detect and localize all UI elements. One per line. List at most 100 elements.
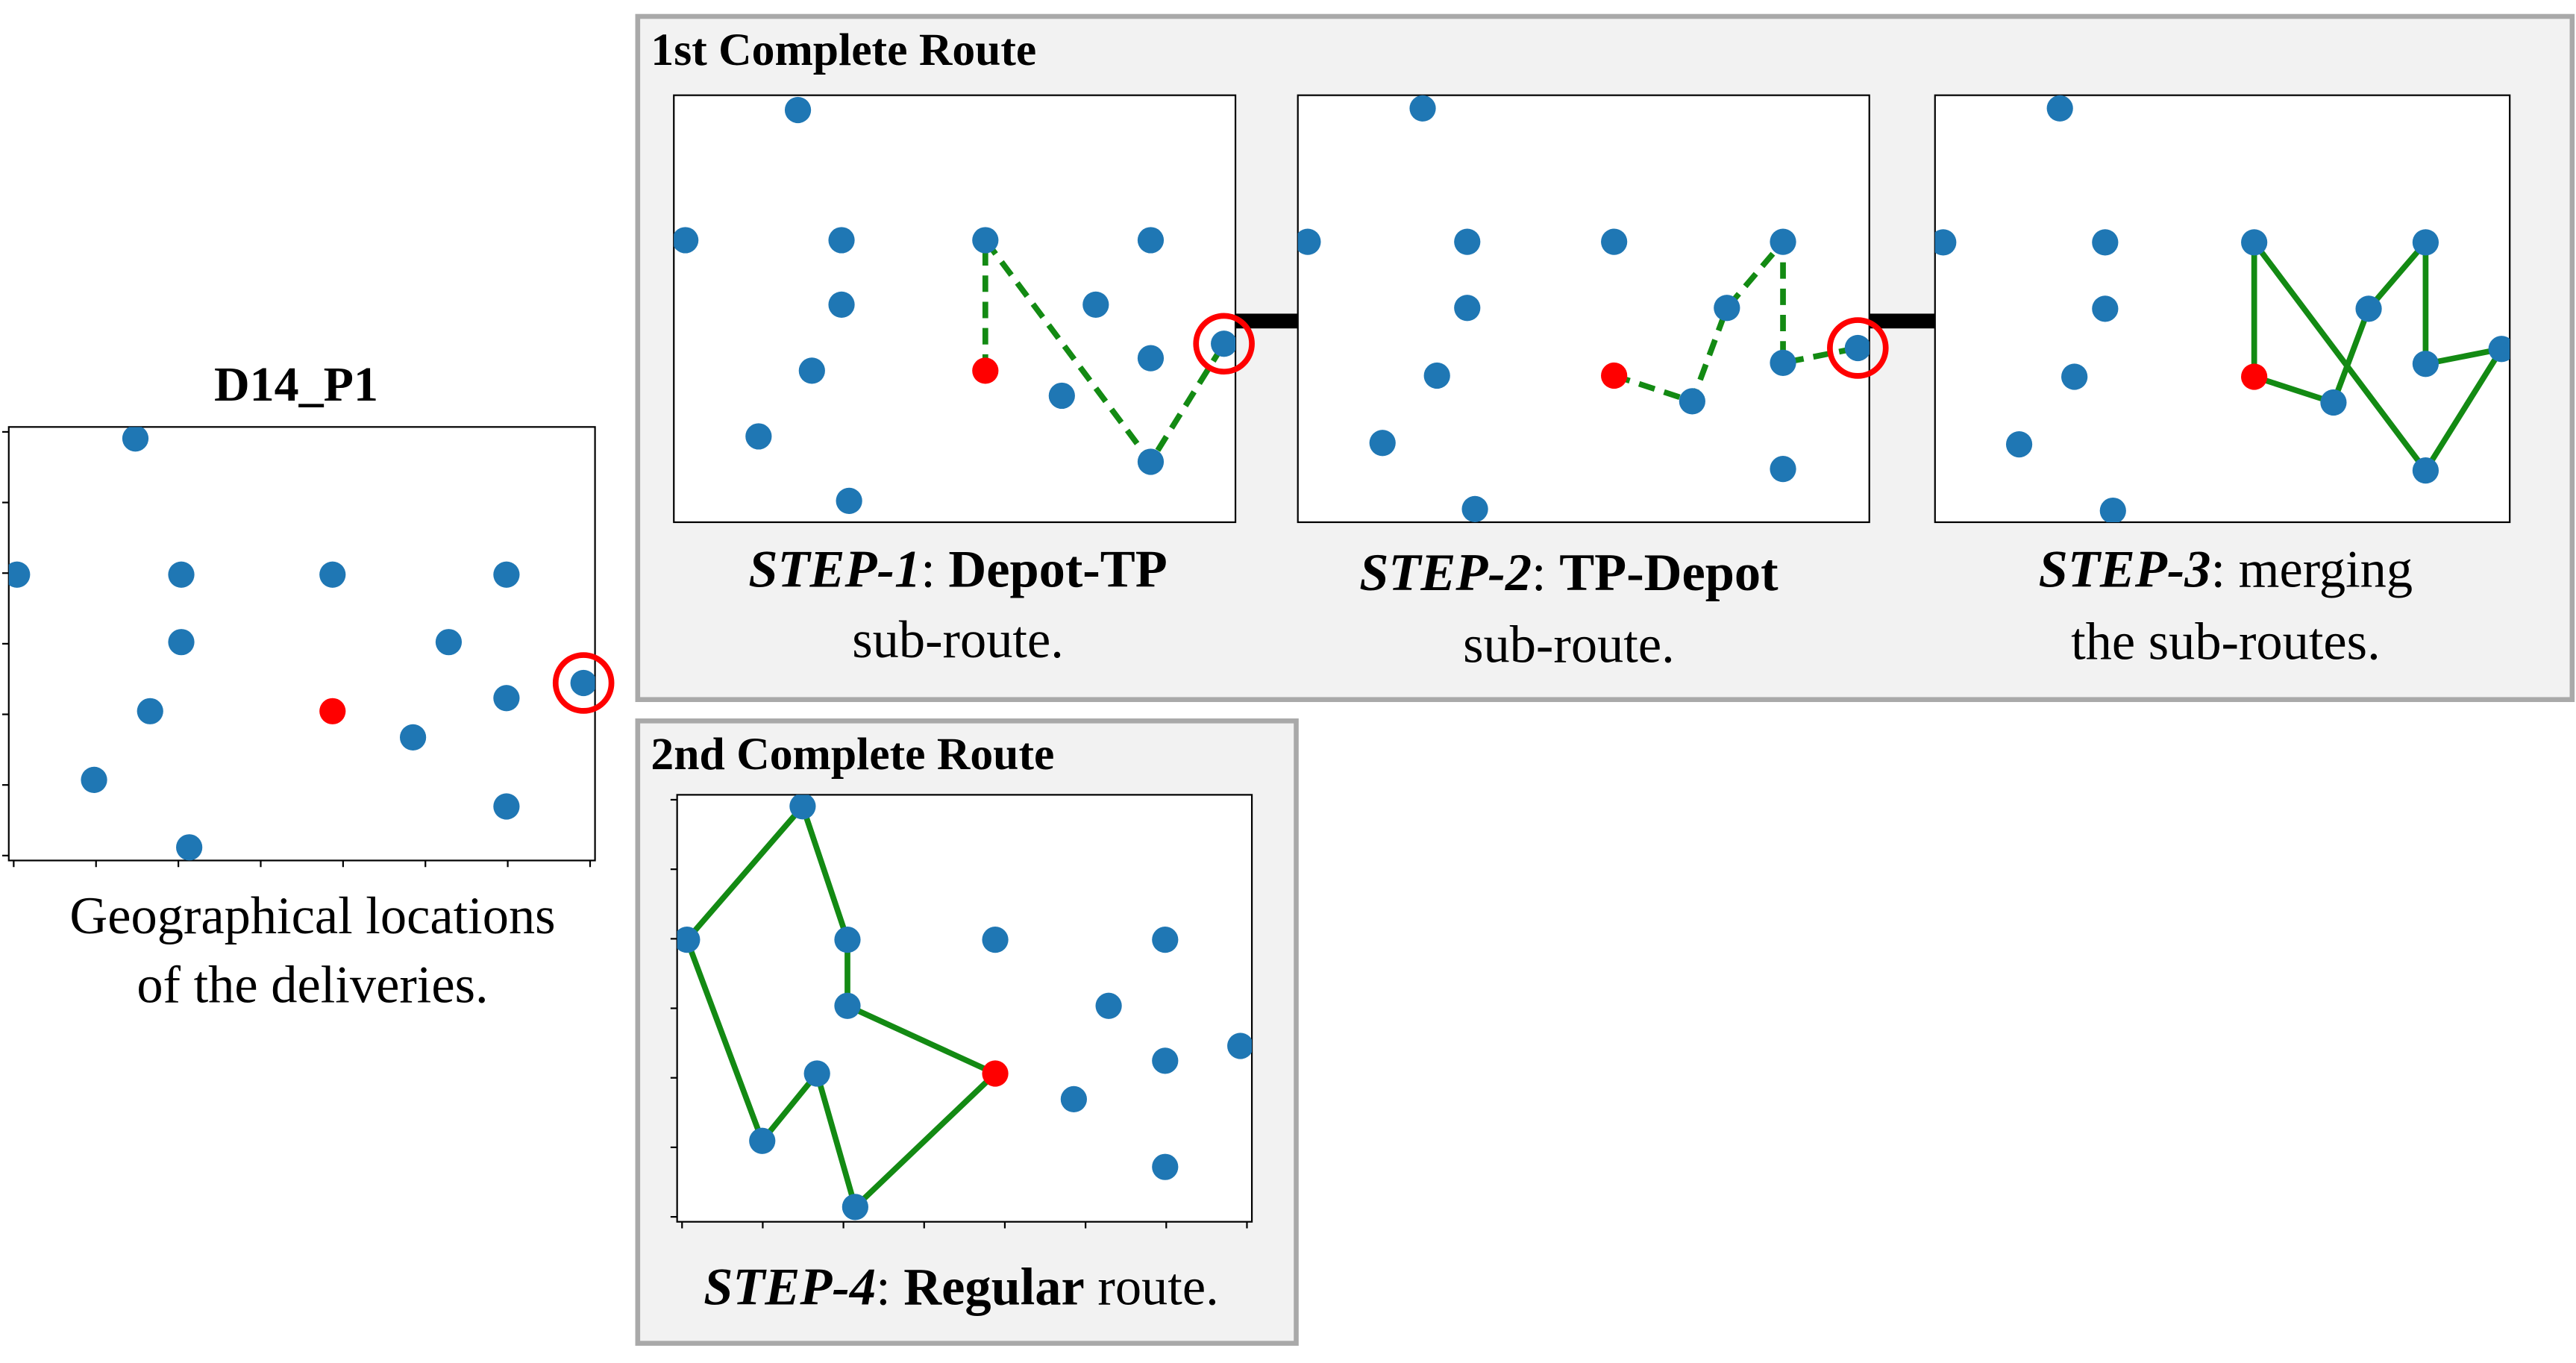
delivery-point — [8, 561, 31, 588]
delivery-point — [1454, 295, 1481, 322]
delivery-point — [1770, 228, 1796, 255]
delivery-point — [1934, 229, 1957, 256]
delivery-point — [2005, 430, 2033, 458]
delivery-point — [435, 629, 463, 656]
delivery-point — [1060, 1085, 1087, 1113]
delivery-point — [2061, 363, 2088, 390]
delivery-point — [1461, 495, 1488, 522]
caption-part: sub-route. — [1463, 616, 1675, 674]
delivery-point — [1082, 291, 1109, 318]
delivery-point — [2099, 497, 2126, 522]
depot — [319, 698, 346, 724]
delivery-point — [828, 291, 855, 318]
highlight-ring — [552, 652, 615, 714]
delivery-point — [834, 927, 861, 953]
delivery-point — [803, 1060, 830, 1087]
caption-part: Depot-TP — [948, 541, 1167, 599]
delivery-point — [319, 561, 346, 588]
delivery-point — [1152, 1047, 1179, 1074]
group-title: 2nd Complete Route — [651, 729, 1054, 780]
plot-area — [1297, 94, 1870, 524]
delivery-point — [674, 227, 699, 254]
delivery-point — [493, 561, 520, 588]
delivery-point — [834, 992, 861, 1019]
caption-part: the sub-routes. — [2071, 612, 2381, 671]
highlight-ring — [1827, 317, 1889, 379]
caption: sub-route. — [852, 611, 1064, 669]
delivery-point — [836, 487, 862, 514]
highlight-ring — [1193, 313, 1255, 375]
delivery-point — [1714, 295, 1740, 322]
delivery-point — [828, 227, 855, 254]
delivery-point — [2488, 336, 2510, 363]
delivery-point — [1095, 992, 1122, 1019]
plot-area — [676, 794, 1253, 1223]
plot — [8, 427, 595, 861]
delivery-point — [1297, 228, 1321, 255]
delivery-point — [1770, 349, 1796, 376]
caption-part: : — [876, 1259, 903, 1317]
connector — [1869, 313, 1935, 329]
caption: STEP-1: Depot-TP — [748, 541, 1167, 599]
caption-part: route. — [1085, 1259, 1219, 1317]
delivery-point — [168, 629, 195, 656]
delivery-point — [1137, 227, 1165, 254]
caption-part: STEP-2 — [1359, 544, 1532, 602]
delivery-point — [1137, 345, 1165, 372]
delivery-point — [2320, 389, 2347, 416]
delivery-point — [1369, 430, 1396, 457]
delivery-point — [1152, 1153, 1179, 1180]
plot — [1297, 95, 1870, 522]
caption-part: : merging — [2211, 541, 2413, 599]
caption-part: STEP-4 — [703, 1259, 876, 1317]
delivery-point — [2355, 295, 2382, 322]
depot — [972, 357, 999, 384]
delivery-point — [493, 793, 520, 820]
delivery-point — [1423, 362, 1450, 389]
depot — [2241, 363, 2268, 390]
delivery-point — [570, 669, 595, 697]
route — [982, 231, 1226, 467]
group-title: 1st Complete Route — [651, 25, 1036, 75]
delivery-point — [2046, 95, 2073, 122]
caption: STEP-3: merging — [2039, 541, 2413, 599]
delivery-point — [2412, 229, 2439, 256]
panel-title: D14_P1 — [214, 357, 378, 412]
plot — [677, 795, 1253, 1221]
plot-area — [7, 426, 596, 862]
delivery-point — [749, 1127, 776, 1154]
delivery-point — [745, 423, 772, 450]
caption-part: sub-route. — [852, 611, 1064, 669]
delivery-point — [1770, 456, 1796, 483]
plot-area — [673, 94, 1237, 524]
caption: the sub-routes. — [2071, 612, 2381, 671]
delivery-point — [2412, 351, 2439, 377]
plot — [1934, 95, 2510, 522]
delivery-point — [2092, 295, 2119, 322]
caption: Geographical locations — [69, 887, 555, 945]
delivery-point — [122, 427, 149, 452]
connector — [1235, 313, 1298, 329]
delivery-point — [2092, 229, 2119, 256]
depot — [1601, 362, 1628, 389]
delivery-point — [1679, 388, 1705, 415]
delivery-point — [677, 927, 701, 953]
plot — [674, 96, 1236, 514]
delivery-point — [2412, 457, 2439, 484]
caption-part: STEP-1 — [748, 541, 921, 599]
caption: sub-route. — [1463, 616, 1675, 674]
caption-part: STEP-3 — [2039, 541, 2211, 599]
delivery-point — [81, 766, 107, 793]
caption: STEP-2: TP-Depot — [1359, 544, 1779, 602]
delivery-point — [168, 561, 195, 588]
caption: of the deliveries. — [137, 956, 488, 1014]
delivery-point — [176, 834, 203, 861]
delivery-point — [1152, 927, 1179, 953]
delivery-point — [972, 227, 999, 254]
delivery-point — [1048, 382, 1075, 410]
delivery-point — [1454, 228, 1481, 255]
delivery-point — [2241, 229, 2268, 256]
delivery-point — [1844, 334, 1870, 362]
delivery-point — [1137, 448, 1165, 475]
delivery-point — [789, 795, 816, 820]
